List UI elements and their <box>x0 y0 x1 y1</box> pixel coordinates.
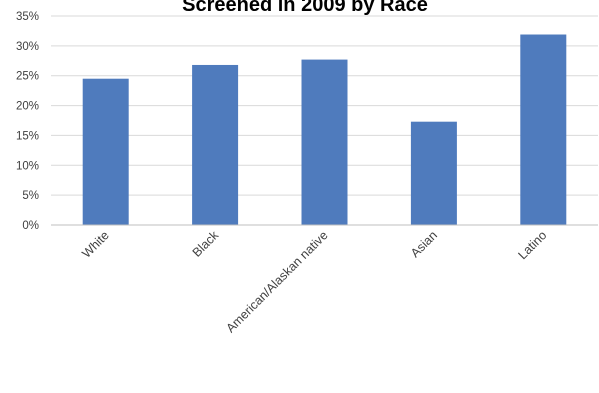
x-category-label: American/Alaskan native <box>223 228 330 335</box>
bars <box>82 34 567 225</box>
y-tick-label: 10% <box>16 160 39 172</box>
y-tick-label: 20% <box>16 101 39 113</box>
x-category-label: Latino <box>515 228 549 262</box>
chart-title: Screened in 2009 by Race <box>182 0 428 16</box>
bar-asian <box>410 121 457 225</box>
y-tick-label: 35% <box>16 11 39 23</box>
bar-latino <box>520 34 567 225</box>
y-tick-label: 0% <box>22 220 39 232</box>
bar-white <box>82 78 129 225</box>
x-category-label: Black <box>190 228 222 260</box>
y-tick-label: 15% <box>16 130 39 142</box>
bar-black <box>192 64 239 225</box>
y-axis-ticks: 0% 5% 10% 15% 20% 25% 30% 35% <box>16 11 39 232</box>
x-category-label: White <box>79 228 112 261</box>
x-category-label: Asian <box>408 228 440 260</box>
y-tick-label: 30% <box>16 41 39 53</box>
x-axis-labels: White Black American/Alaskan native Asian La… <box>79 228 549 336</box>
y-tick-label: 25% <box>16 71 39 83</box>
bar-american-alaskan-native <box>301 59 348 225</box>
y-tick-label: 5% <box>22 190 39 202</box>
